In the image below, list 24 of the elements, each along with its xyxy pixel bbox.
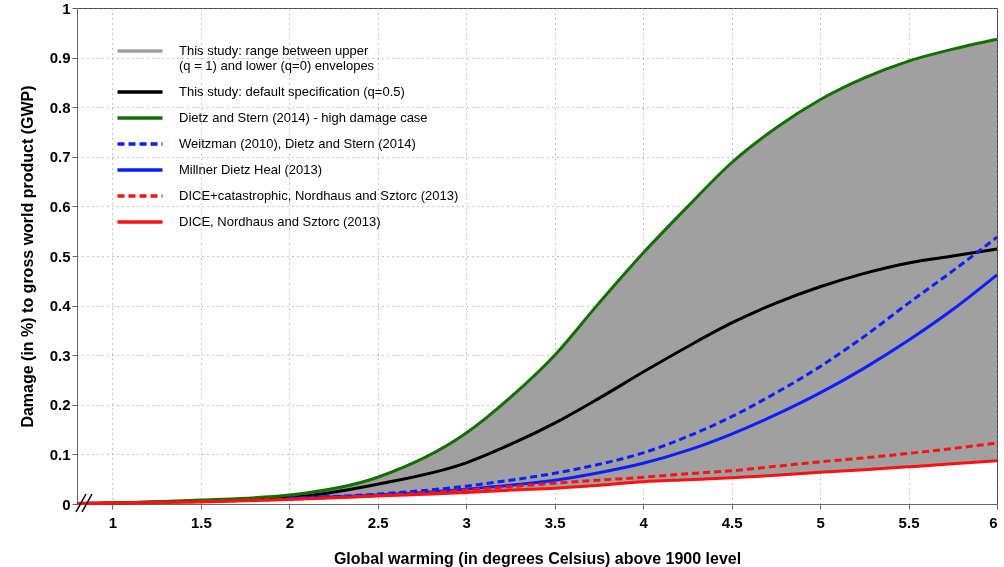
x-tick-label: 5 <box>816 513 825 531</box>
x-tick-label: 6 <box>989 513 998 531</box>
y-tick-label: 0.9 <box>49 49 71 67</box>
x-tick-label: 2 <box>285 513 294 531</box>
y-tick-label: 0.5 <box>49 247 71 265</box>
x-tick-label: 1 <box>108 513 118 531</box>
y-tick-label: 0.4 <box>49 297 72 315</box>
x-axis-title: Global warming (in degrees Celsius) above 1900 level <box>333 549 742 567</box>
y-tick-label: 0.1 <box>49 445 71 463</box>
y-tick-label: 0.2 <box>49 396 71 414</box>
y-axis-title: Damage (in %) to gross world product (GWP) <box>18 85 36 428</box>
y-tick-label: 0.6 <box>49 197 71 215</box>
y-tick-label: 0.8 <box>49 98 71 116</box>
y-tick-label: 1 <box>62 0 71 17</box>
y-tick-label: 0 <box>62 495 71 513</box>
x-tick-label: 3.5 <box>544 513 566 531</box>
x-tick-label: 5.5 <box>898 513 920 531</box>
y-tick-label: 0.7 <box>49 148 71 166</box>
y-tick-label: 0.3 <box>49 346 71 364</box>
x-tick-label: 3 <box>462 513 471 531</box>
x-tick-label: 4.5 <box>721 513 743 531</box>
x-tick-label: 1.5 <box>190 513 212 531</box>
x-tick-label: 2.5 <box>367 513 389 531</box>
x-tick-label: 4 <box>639 513 649 531</box>
